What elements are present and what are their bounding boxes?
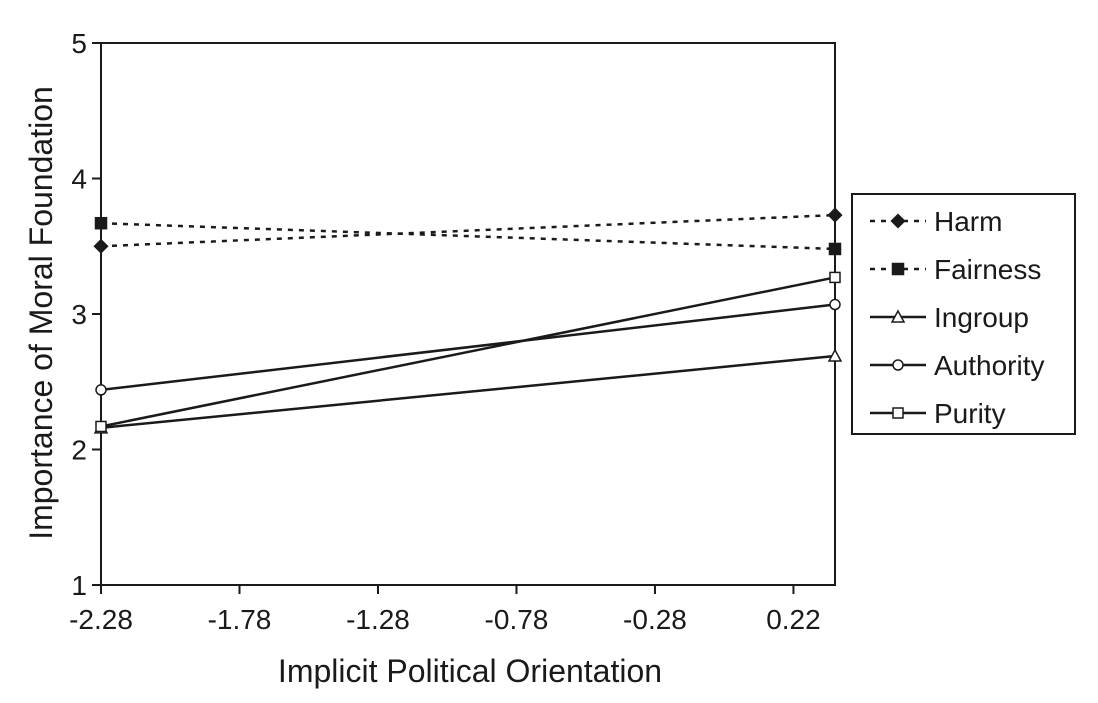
series-harm-point (827, 207, 843, 223)
series-authority (95, 298, 841, 396)
series-harm-line (100, 213, 836, 248)
y-ticks: 1 2 3 4 5 (71, 28, 101, 601)
plot-area: 1 2 3 4 5 -2.28 -1.78 -1.28 -0.78 -0.28 0.22 (69, 28, 843, 635)
series-ingroup (93, 348, 843, 434)
x-tick-label: -2.28 (69, 604, 133, 635)
series-authority-point (829, 298, 841, 311)
y-tick-label: 1 (71, 570, 87, 601)
legend-item-ingroup-label: Ingroup (934, 302, 1029, 333)
series-purity-point (829, 271, 841, 284)
series-purity-point (95, 420, 107, 433)
series-purity (95, 271, 841, 433)
legend-item-ingroup-marker (890, 309, 906, 323)
y-tick-label: 4 (71, 164, 87, 195)
y-tick-label: 5 (71, 28, 87, 59)
series-harm (93, 207, 843, 254)
legend-item-authority: Authority (870, 350, 1045, 381)
series-fairness (94, 216, 842, 256)
series-fairness-line (100, 221, 836, 251)
series-layer (93, 207, 843, 434)
legend-item-purity: Purity (870, 398, 1006, 429)
legend-item-purity-marker (892, 407, 904, 419)
series-fairness-point (94, 216, 108, 230)
series-purity-line (100, 276, 836, 428)
series-harm-point (93, 238, 109, 254)
legend-item-ingroup: Ingroup (870, 302, 1029, 333)
x-tick-label: -1.78 (208, 604, 272, 635)
x-tick-label: 0.22 (766, 604, 821, 635)
y-tick-label: 2 (71, 435, 87, 466)
legend: Harm Fairness Ingroup Authority Purity (851, 193, 1076, 435)
x-tick-label: -0.28 (623, 604, 687, 635)
legend-item-harm-label: Harm (934, 206, 1002, 237)
x-axis-title: Implicit Political Orientation (278, 653, 662, 689)
legend-item-purity-label: Purity (934, 398, 1006, 429)
legend-item-fairness: Fairness (870, 254, 1041, 285)
legend-item-fairness-label: Fairness (934, 254, 1041, 285)
legend-item-authority-marker (892, 359, 904, 371)
x-ticks: -2.28 -1.78 -1.28 -0.78 -0.28 0.22 (69, 585, 821, 635)
legend-box (851, 193, 1076, 435)
x-tick-label: -1.28 (346, 604, 410, 635)
plot-frame (100, 42, 836, 586)
legend-item-harm: Harm (870, 206, 1002, 237)
legend-item-fairness-marker (891, 262, 905, 276)
x-tick-label: -0.78 (485, 604, 549, 635)
series-fairness-point (828, 242, 842, 256)
series-authority-point (95, 384, 107, 396)
y-tick-label: 3 (71, 299, 87, 330)
legend-item-authority-label: Authority (934, 350, 1045, 381)
series-ingroup-point (827, 348, 843, 362)
legend-item-harm-marker (890, 213, 906, 229)
series-ingroup-line (100, 354, 836, 430)
y-axis-title: Importance of Moral Foundation (23, 86, 59, 540)
series-authority-line (100, 303, 836, 392)
